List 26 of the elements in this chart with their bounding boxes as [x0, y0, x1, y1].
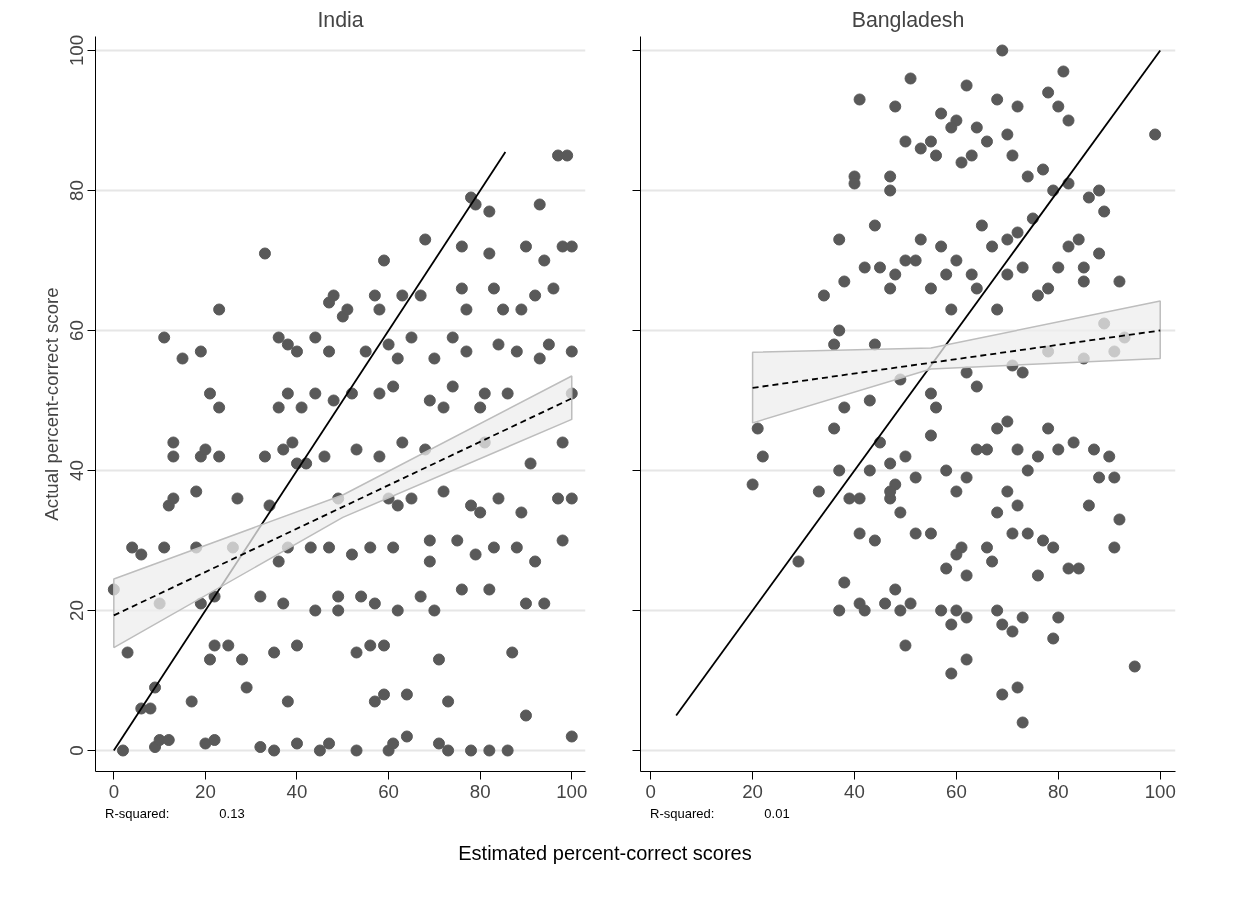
x-tick-label: 40	[844, 780, 865, 802]
x-tick-label: 20	[742, 780, 763, 802]
x-tick-label: 40	[286, 780, 308, 802]
text: 0.13	[219, 806, 245, 821]
y-tick-label: 60	[65, 320, 87, 341]
y-tick-label: 0	[65, 745, 87, 756]
y-tick-label: 100	[65, 34, 87, 67]
y-tick-label: 20	[65, 600, 87, 621]
text: 0.01	[764, 806, 790, 821]
text: R-squared:	[105, 806, 170, 821]
x-tick-label: 80	[469, 780, 491, 802]
x-tick-label: 0	[645, 780, 656, 802]
y-axis-title: Actual percent-correct score	[40, 287, 62, 521]
chart-title: India	[317, 7, 364, 32]
x-tick-label: 100	[1144, 780, 1176, 802]
x-tick-label: 60	[946, 780, 967, 802]
y-tick-label: 80	[65, 180, 87, 201]
text: R-squared:	[650, 806, 715, 821]
chart-title: Bangladesh	[851, 7, 965, 32]
x-tick-label: 20	[195, 780, 216, 802]
x-tick-label: 100	[556, 780, 588, 802]
x-tick-label: 60	[378, 780, 399, 802]
x-axis-title: Estimated percent-correct scores	[458, 841, 752, 866]
x-tick-label: 80	[1047, 780, 1069, 802]
y-tick-label: 40	[65, 460, 87, 481]
x-tick-label: 0	[108, 780, 120, 802]
